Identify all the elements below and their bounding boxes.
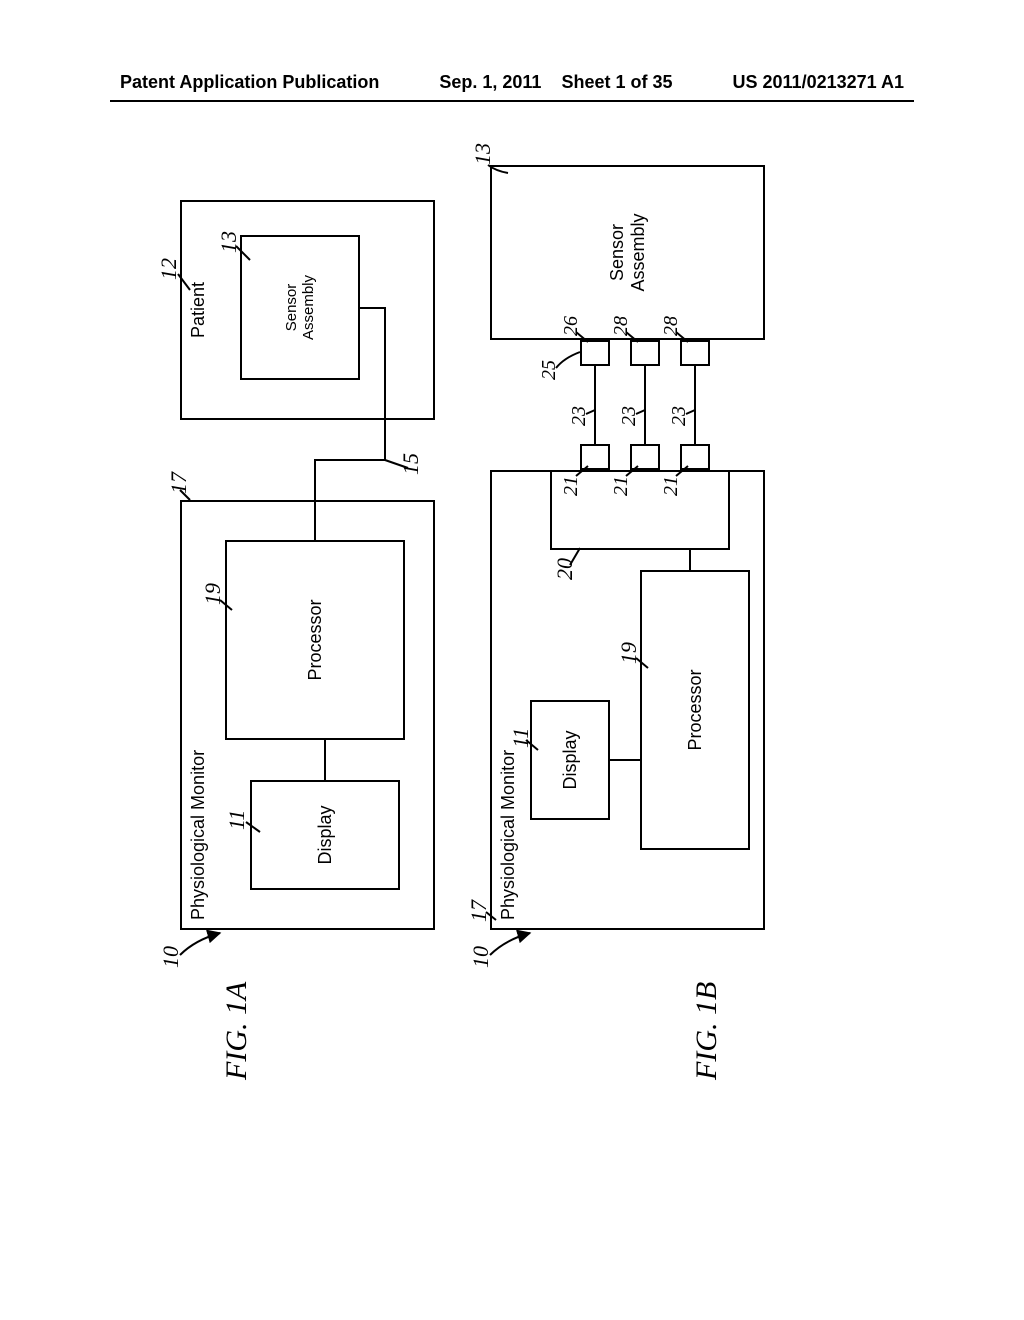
hdr-rule <box>110 100 914 102</box>
fig1a-display-label: Display <box>315 805 336 864</box>
fig1b-port-0 <box>580 444 610 470</box>
fig1b-display-label: Display <box>560 730 581 789</box>
fig1b-sconn-0-ref: 26 <box>560 316 583 336</box>
fig1b-cable-0-ref: 23 <box>568 406 591 426</box>
fig1b-port-1-ref: 21 <box>610 476 633 496</box>
hdr-sheet-text: Sheet 1 of 35 <box>561 72 672 92</box>
fig1a-processor-label: Processor <box>305 599 326 680</box>
hdr-date-text: Sep. 1, 2011 <box>439 72 541 92</box>
fig1b-port-2-ref: 21 <box>660 476 683 496</box>
fig1b-port-0-ref: 21 <box>560 476 583 496</box>
fig1b-display-box: Display <box>530 700 610 820</box>
fig1b-sconn-group-ref: 25 <box>538 360 561 380</box>
fig1b-sconn-2 <box>680 340 710 366</box>
fig1b-processor-ref: 19 <box>616 642 642 664</box>
fig-1b-system-ref: 10 <box>468 946 494 968</box>
fig1b-processor-label: Processor <box>685 669 706 750</box>
fig1b-port-2 <box>680 444 710 470</box>
fig1a-display-ref: 11 <box>224 810 250 830</box>
fig1a-patient-ref: 12 <box>156 258 182 280</box>
fig1a-sensor-label: Sensor Assembly <box>283 275 317 340</box>
fig1b-sensor-ref: 13 <box>470 143 496 165</box>
fig1a-processor-box: Processor <box>225 540 405 740</box>
fig1b-sconn-1 <box>630 340 660 366</box>
fig1a-processor-ref: 19 <box>200 583 226 605</box>
page: Patent Application Publication Sep. 1, 2… <box>0 0 1024 1320</box>
fig1a-display-box: Display <box>250 780 400 890</box>
fig-1a-label: FIG. 1A <box>220 982 254 1080</box>
fig1b-cable-1-ref: 23 <box>618 406 641 426</box>
fig1b-portblock-ref: 20 <box>552 558 578 580</box>
hdr-pub: Patent Application Publication <box>120 72 379 93</box>
fig1b-sensor-label: Sensor Assembly <box>607 213 649 291</box>
fig1b-processor-box: Processor <box>640 570 750 850</box>
fig1a-sensor-box: Sensor Assembly <box>240 235 360 380</box>
page-header: Patent Application Publication Sep. 1, 2… <box>0 72 1024 93</box>
fig-1b-label: FIG. 1B <box>690 982 724 1080</box>
fig1b-cable-2-ref: 23 <box>668 406 691 426</box>
fig1a-monitor-title: Physiological Monitor <box>188 750 209 920</box>
fig1b-monitor-title: Physiological Monitor <box>498 750 519 920</box>
fig1b-port-1 <box>630 444 660 470</box>
fig1a-monitor-ref: 17 <box>166 472 192 494</box>
fig1b-monitor-ref: 17 <box>466 900 492 922</box>
fig1b-display-ref: 11 <box>508 728 534 748</box>
fig1a-sensor-ref: 13 <box>216 231 242 253</box>
fig1b-sconn-2-ref: 28 <box>660 316 683 336</box>
fig-1a-system-ref: 10 <box>158 946 184 968</box>
hdr-date: Sep. 1, 2011 Sheet 1 of 35 <box>379 72 732 93</box>
fig1b-sconn-1-ref: 28 <box>610 316 633 336</box>
fig1a-patient-title: Patient <box>188 202 209 418</box>
hdr-pubno: US 2011/0213271 A1 <box>733 72 904 93</box>
fig1b-sconn-0 <box>580 340 610 366</box>
fig1a-cable-ref: 15 <box>398 453 424 475</box>
drawing-canvas: FIG. 1A 10 Physiological Monitor 17 Disp… <box>150 160 770 1080</box>
fig1b-sensor-box: Sensor Assembly <box>490 165 765 340</box>
